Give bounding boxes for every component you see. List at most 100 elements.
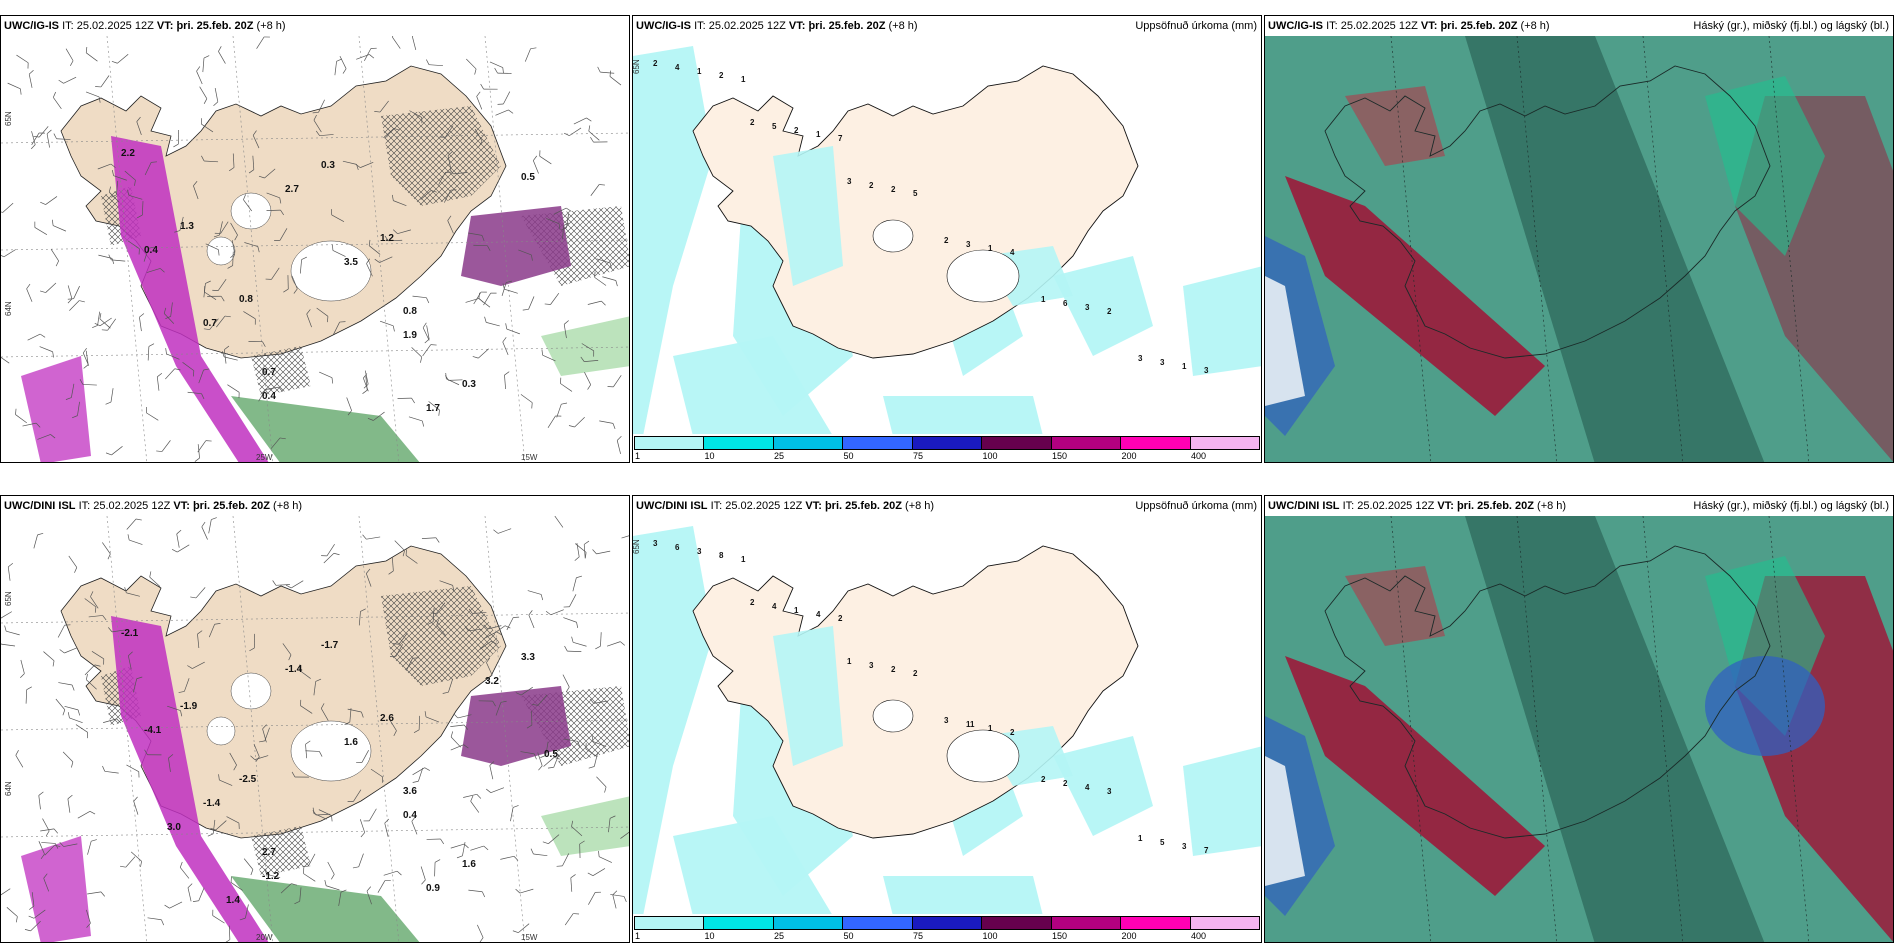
coastline <box>1324 65 1771 359</box>
wet-area <box>541 316 629 376</box>
map-canvas[interactable] <box>1265 36 1893 462</box>
precip-value-label: 1 <box>794 606 799 615</box>
colorbar-swatch <box>773 917 844 929</box>
precip-value-label: 1 <box>741 75 746 84</box>
field-value-label: -1.7 <box>321 640 339 651</box>
glacier <box>946 249 1020 303</box>
field-value-label: 3.2 <box>485 676 499 687</box>
lead-time: (+8 h) <box>1520 20 1550 32</box>
precip-value-label: 2 <box>1041 775 1046 784</box>
low-cloud <box>1705 656 1825 756</box>
colorbar-swatch <box>982 917 1052 929</box>
colorbar-swatch <box>635 917 705 929</box>
valid-time: þri. 25.feb. 20Z <box>808 20 886 32</box>
field-value-label: 1.2 <box>380 233 394 244</box>
field-value-label: 1.6 <box>344 737 358 748</box>
colorbar-tick-label: 25 <box>774 931 785 941</box>
precip-map: 65N 3 2 1 3 2 1 6 4 3 11 2 5 3 1 2 1 4 3 8 4 2 2 3 7 1 2 <box>633 526 1261 916</box>
glacier <box>946 729 1020 783</box>
precip-area <box>633 526 713 916</box>
map-canvas[interactable] <box>1265 516 1893 942</box>
field-value-label: 1.6 <box>462 859 476 870</box>
precip-value-label: 1 <box>1138 834 1143 843</box>
precip-map: 65N 2 2 3 2 1 3 4 5 2 3 6 3 1 2 2 1 3 1 2 1 5 4 2 3 1 7 <box>633 46 1261 436</box>
precip-value-label: 2 <box>719 71 724 80</box>
glacier <box>290 240 372 302</box>
colorbar-tick-label: 1 <box>635 931 641 941</box>
field-value-label: -1.2 <box>262 871 280 882</box>
field-value-label: 1.4 <box>226 895 240 906</box>
rain-band <box>111 136 269 462</box>
mid-cloud <box>1465 516 1765 942</box>
lead-time: (+8 h) <box>273 500 303 512</box>
longitude-label: 15W <box>521 453 538 462</box>
map-canvas[interactable]: 65N 2 2 3 2 1 3 4 5 2 3 6 3 1 2 2 1 3 1 2 1 5 4 2 3 1 7 <box>633 36 1261 436</box>
precip-value-label: 2 <box>838 614 843 623</box>
field-value-label: -1.4 <box>203 798 221 809</box>
precip-value-label: 4 <box>816 610 821 619</box>
model-name: UWC/DINI ISL <box>4 500 76 512</box>
panel-field-title: Uppsöfnuð úrkoma (mm) <box>1135 500 1257 512</box>
precip-area <box>773 626 843 766</box>
field-value-label: -1.4 <box>285 664 303 675</box>
field-value-label: 1.7 <box>426 403 440 414</box>
cloud-map-panel: UWC/IG-IS IT: 25.02.2025 12Z VT: þri. 25… <box>1264 15 1894 463</box>
map-canvas[interactable]: -2.1 -1.9 -2.5 2.7 -1.7 2.6 3.6 1.6 3.3 -4.1 -1.4 -… <box>1 516 629 942</box>
colorbar-tick-label: 200 <box>1121 451 1137 461</box>
model-name: UWC/DINI ISL <box>636 500 708 512</box>
colorbar-swatches <box>634 436 1260 450</box>
glacier <box>206 716 236 746</box>
model-name: UWC/IG-IS <box>636 20 691 32</box>
field-value-label: 0.3 <box>321 160 335 171</box>
latitude-label: 65N <box>633 539 641 554</box>
high-cloud <box>1345 86 1445 166</box>
clear-area <box>1265 276 1305 406</box>
precip-area <box>1183 746 1261 856</box>
panel-header: UWC/IG-IS IT: 25.02.2025 12Z VT: þri. 25… <box>633 16 1261 36</box>
vt-label: VT: <box>788 20 806 32</box>
precip-value-label: 1 <box>988 244 993 253</box>
colorbar-swatch <box>1190 917 1259 929</box>
valid-time: þri. 25.feb. 20Z <box>824 500 902 512</box>
precip-area <box>1053 736 1153 836</box>
precip-value-label: 1 <box>697 67 702 76</box>
precip-value-label: 3 <box>1182 842 1187 851</box>
it-label: IT: <box>62 20 74 32</box>
field-value-label: 1.9 <box>403 330 417 341</box>
colorbar-labels: 1 10 25 50 75 100 150 200 400 <box>633 451 1261 462</box>
precip-value-label: 3 <box>697 547 702 556</box>
panel-field-title: Háský (gr.), miðský (fj.bl.) og lágský (… <box>1693 20 1889 32</box>
precip-value-label: 2 <box>1107 307 1112 316</box>
precip-value-label: 3 <box>1085 303 1090 312</box>
colorbar-swatch <box>1051 917 1122 929</box>
mid-cloud <box>1705 76 1825 256</box>
field-value-label: 0.9 <box>426 883 440 894</box>
field-value-label: 0.4 <box>403 810 417 821</box>
field-value-label: 0.4 <box>262 391 276 402</box>
precip-area <box>633 46 713 436</box>
init-time: 25.02.2025 12Z <box>93 500 171 512</box>
map-canvas[interactable]: 2.2 1.3 0.8 0.7 0.3 1.2 0.8 0.3 0.5 0.4 0.7 0.4 2.7 3… <box>1 36 629 462</box>
colorbar-swatch <box>1121 917 1191 929</box>
precip-area <box>673 336 833 436</box>
precip-value-label: 2 <box>869 181 874 190</box>
precip-map-panel: UWC/IG-IS IT: 25.02.2025 12Z VT: þri. 25… <box>632 15 1262 463</box>
init-time: 25.02.2025 12Z <box>725 500 803 512</box>
field-value-label: 2.7 <box>285 184 299 195</box>
precip-value-label: 8 <box>719 551 724 560</box>
wet-area <box>231 396 420 462</box>
vt-label: VT: <box>1420 20 1438 32</box>
cloud-map <box>1265 36 1893 462</box>
precip-value-label: 6 <box>675 543 680 552</box>
colorbar: 1 10 25 50 75 100 150 200 400 <box>633 434 1261 462</box>
wind-map-panel: UWC/IG-IS IT: 25.02.2025 12Z VT: þri. 25… <box>0 15 630 463</box>
precip-value-label: 3 <box>1107 787 1112 796</box>
map-canvas[interactable]: 65N 3 2 1 3 2 1 6 4 3 11 2 5 3 1 2 1 4 3 8 4 2 2 3 7 1 2 <box>633 516 1261 916</box>
precip-value-label: 2 <box>891 665 896 674</box>
model-name: UWC/DINI ISL <box>1268 500 1340 512</box>
panel-header: UWC/DINI ISL IT: 25.02.2025 12Z VT: þri.… <box>1 496 629 516</box>
colorbar-labels: 1 10 25 50 75 100 150 200 400 <box>633 931 1261 942</box>
colorbar-swatch <box>912 437 983 449</box>
init-time: 25.02.2025 12Z <box>1340 20 1418 32</box>
precip-value-label: 4 <box>772 602 777 611</box>
